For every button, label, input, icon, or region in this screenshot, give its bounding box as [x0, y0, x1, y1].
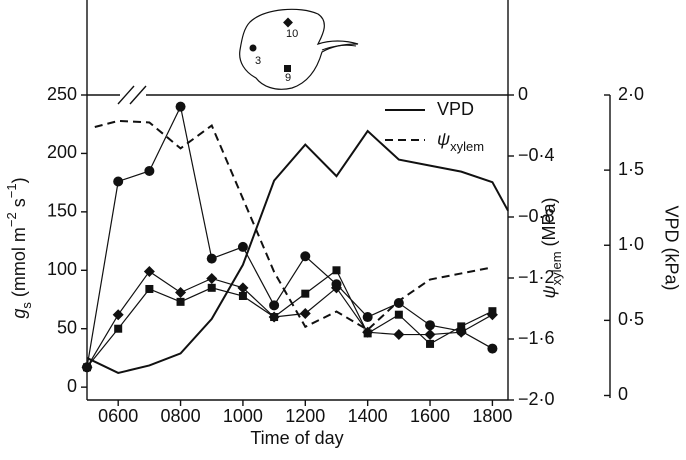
y-axis-label-part: −2 [4, 212, 19, 227]
y2-axis-label-part: xylem [549, 251, 564, 285]
legend-label: VPD [437, 99, 474, 119]
leaf-petiole [321, 44, 357, 51]
marker [176, 297, 185, 306]
y-tick-label: 150 [47, 201, 77, 221]
marker [269, 300, 280, 311]
y2-tick-label: −0·8 [518, 206, 555, 226]
x-tick-label: 1800 [472, 406, 512, 426]
marker [270, 313, 279, 322]
marker [112, 309, 124, 321]
y-tick-label: 200 [47, 142, 77, 162]
y-tick-label: 50 [57, 317, 77, 337]
y2-axis-label-part: ψ [539, 285, 559, 298]
legend-label-part: xylem [450, 139, 484, 154]
x-tick-label: 0800 [161, 406, 201, 426]
y-axis-label-part: s [9, 198, 29, 212]
inset-marker [283, 17, 293, 28]
x-tick-label: 0600 [98, 406, 138, 426]
marker [457, 322, 466, 331]
y-axis-label-part: (mmol m [9, 227, 29, 302]
marker [175, 286, 187, 298]
x-tick-label: 1200 [285, 406, 325, 426]
y-axis-label: gs (mmol m−2 s−1) [4, 177, 34, 318]
marker [426, 339, 435, 348]
series-line [94, 119, 493, 332]
x-axis-label: Time of day [250, 428, 343, 448]
break-mark [117, 85, 135, 105]
y3-tick-label: 2·0 [618, 84, 644, 104]
marker [330, 282, 342, 294]
y2-tick-label: −1·2 [518, 267, 555, 287]
marker [301, 289, 310, 298]
legend-label-part: VPD [437, 99, 474, 119]
y2-axis-label: ψxylem (MPa) [539, 197, 564, 298]
y-axis-label-part: ) [9, 177, 29, 183]
marker [332, 266, 341, 275]
break-gap [120, 86, 146, 104]
x-tick-label: 1400 [348, 406, 388, 426]
marker [143, 265, 155, 277]
series-line [86, 269, 493, 368]
inset-marker [249, 44, 257, 52]
y2-axis-label-part: (MPa) [539, 197, 559, 251]
marker [113, 176, 124, 187]
marker [238, 291, 247, 300]
marker [300, 251, 311, 262]
marker [393, 298, 404, 309]
y3-tick-label: 1·0 [618, 234, 644, 254]
inset-label: 9 [285, 72, 291, 84]
y3-tick-label: 0·5 [618, 309, 644, 329]
y3-tick-label: 0 [618, 384, 628, 404]
series-line [86, 129, 509, 375]
marker [488, 307, 497, 316]
marker [175, 101, 186, 112]
y2-tick-label: 0 [518, 84, 528, 104]
y-tick-label: 0 [67, 376, 77, 396]
inset-label: 3 [255, 55, 261, 67]
leaf-outline [239, 8, 359, 90]
marker [363, 329, 372, 338]
y2-tick-label: −2·0 [518, 389, 555, 409]
y-axis-label-part: −1 [4, 183, 19, 198]
marker [425, 320, 436, 331]
y2-tick-label: −0·4 [518, 145, 555, 165]
marker [206, 272, 218, 284]
marker [206, 253, 217, 264]
marker [145, 284, 154, 293]
inset-marker [284, 65, 291, 72]
marker [207, 283, 216, 292]
legend-label-part: ψ [437, 129, 450, 149]
marker [424, 329, 436, 341]
x-tick-label: 1600 [410, 406, 450, 426]
y-tick-label: 250 [47, 84, 77, 104]
y3-axis-label: VPD (kPa) [661, 205, 681, 290]
break-mark [129, 85, 147, 105]
marker [487, 343, 498, 354]
marker [83, 363, 91, 372]
marker [144, 165, 155, 176]
y-tick-label: 100 [47, 259, 77, 279]
marker [362, 312, 373, 323]
y3-tick-label: 1·5 [618, 159, 644, 179]
y-axis-label-part: s [19, 302, 34, 309]
y2-tick-label: −1·6 [518, 328, 555, 348]
x-tick-label: 1000 [223, 406, 263, 426]
series-line [86, 104, 493, 368]
legend-label: ψxylem [437, 129, 484, 154]
marker [393, 329, 405, 341]
y-axis-label-part: g [9, 309, 29, 319]
marker [394, 310, 403, 319]
inset-label: 10 [286, 28, 298, 40]
marker [237, 241, 248, 252]
marker [114, 324, 123, 333]
marker [237, 282, 249, 294]
marker [299, 308, 311, 320]
